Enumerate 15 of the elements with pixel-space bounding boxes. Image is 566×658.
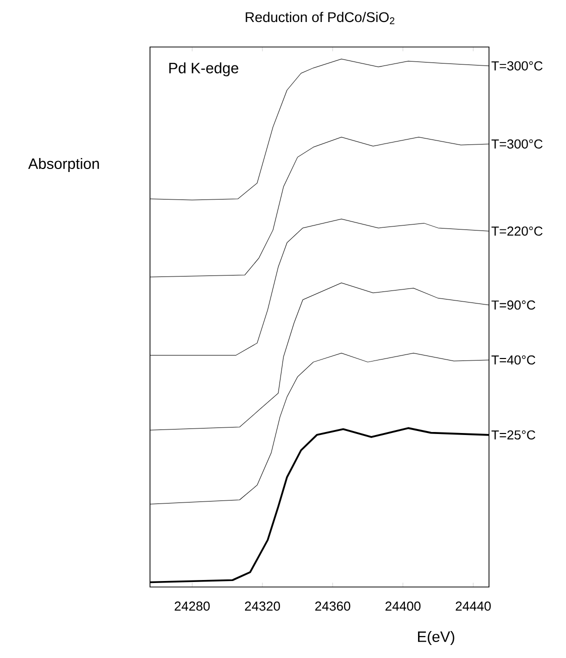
series-label: T=220°C xyxy=(492,226,543,236)
x-tick-label: 24320 xyxy=(245,602,280,611)
series-label: T=25°C xyxy=(492,430,536,440)
x-tick-label: 24360 xyxy=(315,602,350,611)
x-tick-label: 24280 xyxy=(174,602,210,611)
x-axis-title: E(eV) xyxy=(418,631,454,645)
y-axis-title: Absorption xyxy=(28,158,99,172)
series-label: T=40°C xyxy=(492,355,536,365)
x-tick-label: 24400 xyxy=(386,602,420,611)
series-label: T=300°C xyxy=(492,61,543,70)
series-label: T=300°C xyxy=(492,139,543,149)
annotation: Pd K-edge xyxy=(169,62,238,76)
chart-title: Reduction of PdCo/SiO$_{2}$ xyxy=(246,12,394,24)
x-tick-label: 24440 xyxy=(456,602,491,611)
series-label: T=90°C xyxy=(492,300,536,310)
